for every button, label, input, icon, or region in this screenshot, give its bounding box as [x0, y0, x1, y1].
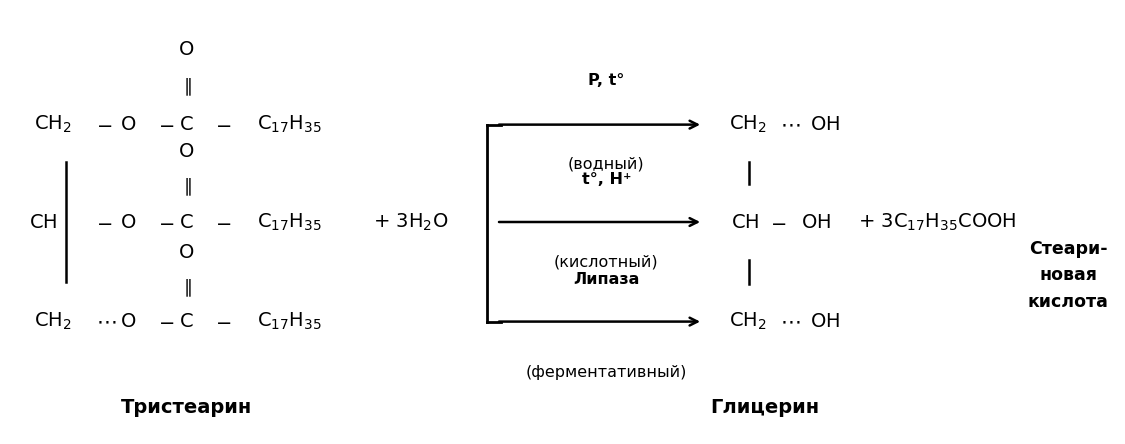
Text: Стеари-
новая
кислота: Стеари- новая кислота: [1027, 240, 1108, 310]
Text: $\mathrm{C}$: $\mathrm{C}$: [179, 115, 193, 134]
Text: $\cdots$: $\cdots$: [781, 312, 801, 332]
Text: $\mathrm{O}$: $\mathrm{O}$: [119, 213, 136, 231]
Text: $\cdots$: $\cdots$: [781, 115, 801, 135]
Text: $\mathrm{CH}$: $\mathrm{CH}$: [29, 213, 57, 231]
Text: $+\ \mathrm{3C_{17}H_{35}COOH}$: $+\ \mathrm{3C_{17}H_{35}COOH}$: [858, 211, 1017, 233]
Text: $\mathrm{CH_2}$: $\mathrm{CH_2}$: [729, 311, 766, 332]
Text: $-$: $-$: [215, 115, 232, 134]
Text: $-$: $-$: [215, 312, 232, 331]
Text: $-$: $-$: [215, 213, 232, 231]
Text: $\mathrm{O}$: $\mathrm{O}$: [178, 142, 195, 161]
Text: $\mathrm{C_{17}H_{35}}$: $\mathrm{C_{17}H_{35}}$: [256, 114, 322, 135]
Text: Тристеарин: Тристеарин: [120, 398, 252, 417]
Text: $-$: $-$: [158, 115, 174, 134]
Text: $-$: $-$: [96, 213, 112, 231]
Text: Липаза: Липаза: [573, 272, 639, 287]
Text: $\mathrm{O}$: $\mathrm{O}$: [119, 312, 136, 331]
Text: $\parallel$: $\parallel$: [180, 278, 192, 299]
Text: $\mathrm{O}$: $\mathrm{O}$: [178, 243, 195, 262]
Text: t°, H⁺: t°, H⁺: [582, 172, 631, 187]
Text: $-$: $-$: [158, 213, 174, 231]
Text: $\mathrm{C_{17}H_{35}}$: $\mathrm{C_{17}H_{35}}$: [256, 211, 322, 233]
Text: $\mathrm{OH}$: $\mathrm{OH}$: [810, 115, 839, 134]
Text: $\mathrm{OH}$: $\mathrm{OH}$: [810, 312, 839, 331]
Text: $\mathrm{CH}$: $\mathrm{CH}$: [731, 213, 759, 231]
Text: $\parallel$: $\parallel$: [180, 177, 192, 198]
Text: (кислотный): (кислотный): [554, 254, 658, 270]
Text: $\parallel$: $\parallel$: [180, 76, 192, 98]
Text: P, t°: P, t°: [588, 73, 624, 88]
Text: $\mathrm{CH_2}$: $\mathrm{CH_2}$: [729, 114, 766, 135]
Text: $\mathrm{CH_2}$: $\mathrm{CH_2}$: [35, 114, 72, 135]
Text: $\mathrm{C}$: $\mathrm{C}$: [179, 312, 193, 331]
Text: (ферментативный): (ферментативный): [525, 365, 687, 380]
Text: Глицерин: Глицерин: [710, 398, 819, 417]
Text: $-$: $-$: [96, 115, 112, 134]
Text: $-$: $-$: [771, 213, 786, 231]
Text: $\mathrm{O}$: $\mathrm{O}$: [178, 40, 195, 59]
Text: $+\ \mathrm{3H_2O}$: $+\ \mathrm{3H_2O}$: [374, 211, 449, 233]
Text: $\mathrm{OH}$: $\mathrm{OH}$: [801, 213, 830, 231]
Text: $-$: $-$: [158, 312, 174, 331]
Text: $\mathrm{O}$: $\mathrm{O}$: [119, 115, 136, 134]
Text: $\cdots$: $\cdots$: [96, 312, 117, 332]
Text: (водный): (водный): [568, 157, 645, 172]
Text: $\mathrm{C_{17}H_{35}}$: $\mathrm{C_{17}H_{35}}$: [256, 311, 322, 332]
Text: $\mathrm{CH_2}$: $\mathrm{CH_2}$: [35, 311, 72, 332]
Text: $\mathrm{C}$: $\mathrm{C}$: [179, 213, 193, 231]
